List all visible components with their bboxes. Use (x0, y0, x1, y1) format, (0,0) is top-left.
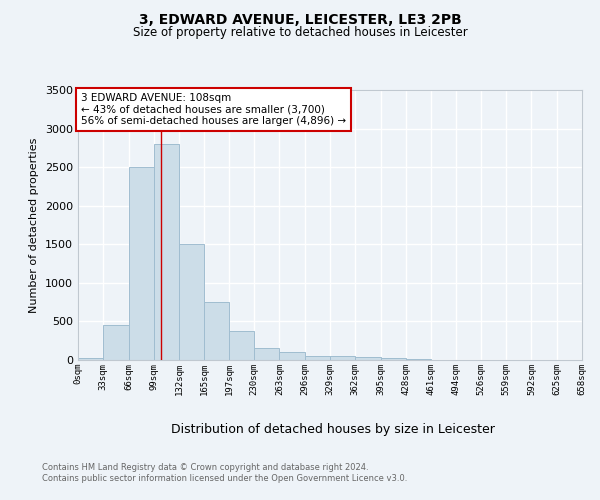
Bar (78, 358, 103, 360)
Bar (205, 302, 229, 360)
Bar (380, 358, 406, 360)
Text: Size of property relative to detached houses in Leicester: Size of property relative to detached ho… (133, 26, 467, 39)
Text: Distribution of detached houses by size in Leicester: Distribution of detached houses by size … (171, 422, 495, 436)
Bar (179, 244, 205, 360)
Bar (406, 359, 431, 360)
Bar (280, 352, 305, 360)
Text: 3 EDWARD AVENUE: 108sqm
← 43% of detached houses are smaller (3,700)
56% of semi: 3 EDWARD AVENUE: 108sqm ← 43% of detache… (81, 93, 346, 126)
Bar (330, 356, 355, 360)
Bar (305, 356, 330, 360)
Bar (154, 144, 179, 360)
Bar (254, 348, 280, 360)
Text: 3, EDWARD AVENUE, LEICESTER, LE3 2PB: 3, EDWARD AVENUE, LEICESTER, LE3 2PB (139, 12, 461, 26)
Text: Contains public sector information licensed under the Open Government Licence v3: Contains public sector information licen… (42, 474, 407, 483)
Text: Contains HM Land Registry data © Crown copyright and database right 2024.: Contains HM Land Registry data © Crown c… (42, 462, 368, 471)
Y-axis label: Number of detached properties: Number of detached properties (29, 138, 40, 312)
Bar (355, 357, 380, 360)
Bar (128, 167, 154, 360)
Bar (229, 331, 254, 360)
Bar (103, 324, 128, 360)
